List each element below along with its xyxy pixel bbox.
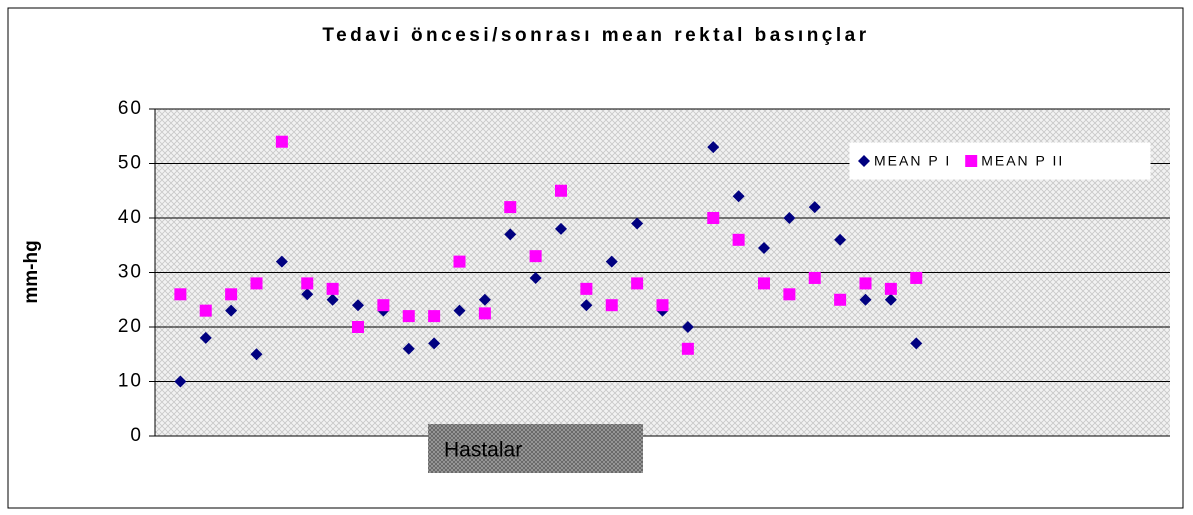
point bbox=[605, 255, 618, 268]
point bbox=[504, 201, 517, 214]
point bbox=[758, 277, 770, 290]
point bbox=[174, 288, 187, 301]
point bbox=[174, 375, 187, 388]
y-tick-label: 30 bbox=[118, 262, 143, 283]
point bbox=[859, 277, 872, 290]
point bbox=[250, 348, 263, 361]
y-tick-label: 10 bbox=[118, 371, 143, 392]
point bbox=[504, 228, 517, 241]
point bbox=[402, 342, 415, 355]
point bbox=[478, 307, 491, 320]
point bbox=[225, 288, 238, 301]
point bbox=[707, 141, 720, 154]
point bbox=[555, 184, 567, 197]
point bbox=[808, 201, 821, 214]
point bbox=[656, 299, 669, 312]
y-tick-label: 50 bbox=[118, 153, 143, 174]
y-tick-label: 40 bbox=[118, 207, 143, 228]
point bbox=[250, 277, 263, 290]
x-axis-title-box bbox=[428, 424, 643, 473]
legend-box bbox=[849, 142, 1151, 180]
point bbox=[580, 299, 593, 312]
point bbox=[428, 337, 441, 350]
point bbox=[352, 299, 364, 312]
point bbox=[834, 233, 847, 246]
point bbox=[834, 293, 847, 306]
point bbox=[631, 217, 644, 230]
point bbox=[681, 321, 694, 333]
y-tick-label: 20 bbox=[118, 316, 143, 337]
point bbox=[301, 277, 314, 290]
chart-title: Tedavi öncesi/sonrası mean rektal basınç… bbox=[322, 25, 869, 46]
point bbox=[275, 135, 288, 148]
point bbox=[453, 255, 466, 268]
point bbox=[580, 282, 593, 295]
point bbox=[783, 288, 796, 301]
point bbox=[859, 293, 872, 306]
point bbox=[301, 288, 314, 301]
point bbox=[605, 299, 618, 312]
point bbox=[783, 212, 796, 224]
point bbox=[428, 310, 441, 323]
point bbox=[758, 241, 770, 254]
point bbox=[808, 271, 821, 284]
point bbox=[529, 271, 542, 284]
point bbox=[631, 277, 644, 290]
point bbox=[732, 190, 745, 203]
point bbox=[199, 304, 212, 317]
point bbox=[910, 271, 923, 284]
point bbox=[199, 331, 212, 344]
point bbox=[478, 293, 491, 306]
y-tick-label: 0 bbox=[130, 425, 143, 446]
x-axis-title: Hastalar bbox=[444, 439, 522, 462]
point bbox=[884, 293, 897, 306]
point bbox=[555, 222, 567, 235]
point bbox=[377, 299, 390, 312]
point bbox=[352, 321, 364, 333]
legend-marker bbox=[965, 155, 978, 167]
y-tick-label: 60 bbox=[118, 98, 143, 119]
y-axis-title: mm-hg bbox=[21, 240, 42, 303]
legend-label: MEAN P II bbox=[981, 153, 1064, 169]
point bbox=[225, 304, 238, 317]
point bbox=[910, 337, 923, 350]
point bbox=[681, 342, 694, 355]
point bbox=[732, 233, 745, 246]
point bbox=[402, 310, 415, 323]
legend-label: MEAN P I bbox=[874, 153, 951, 169]
point bbox=[326, 293, 339, 306]
point bbox=[453, 304, 466, 317]
point bbox=[529, 250, 542, 263]
legend-marker bbox=[858, 155, 870, 167]
point bbox=[275, 255, 288, 268]
point bbox=[707, 212, 720, 224]
point bbox=[326, 282, 339, 295]
point bbox=[884, 282, 897, 295]
